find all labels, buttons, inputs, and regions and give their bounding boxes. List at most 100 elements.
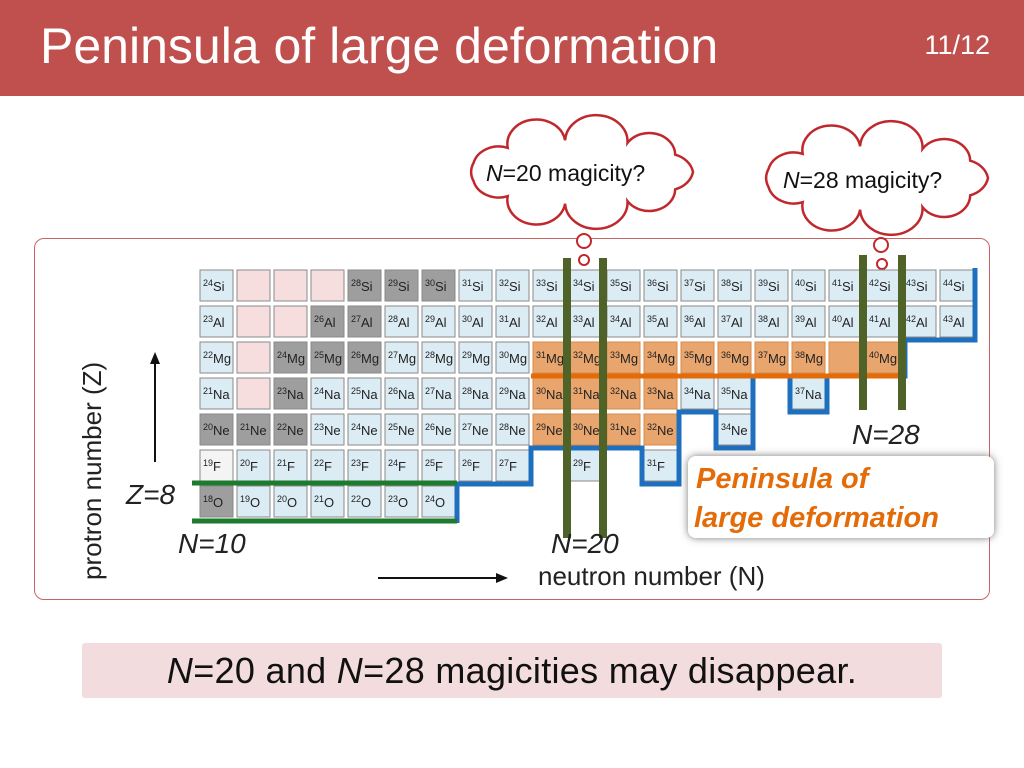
nuclide-cell: [532, 269, 567, 302]
nuclide-cell: [199, 485, 234, 518]
nuclide-cell: [754, 305, 789, 338]
label-n20: N=20: [551, 528, 619, 559]
x-arrow-head: [496, 573, 508, 583]
nuclide-label: 31Na: [573, 386, 600, 402]
cloud-n20: [469, 113, 695, 231]
nuclide-label: 29F: [573, 458, 591, 474]
nuclide-label: 34Si: [573, 278, 595, 294]
nuclide-label: 24O: [425, 494, 445, 510]
nuclide-label: 27Al: [351, 314, 373, 330]
nuclide-label: 30Si: [425, 278, 447, 294]
cloud-n20-outline: [469, 113, 695, 231]
nuclide-cell: [532, 413, 567, 446]
nuclide-cell: [273, 341, 308, 374]
nuclide-cell: [421, 269, 456, 302]
nuclide-label: 30Al: [462, 314, 484, 330]
nuclide-label: 35Na: [721, 386, 748, 402]
nuclide-label: 42Al: [906, 314, 928, 330]
nuclide-label: 38Mg: [795, 350, 823, 366]
conclusion-text: N=20 and N=28 magicities may disappear.: [167, 650, 857, 692]
nuclide-cell: [384, 377, 419, 410]
nuclide-cell: [236, 485, 271, 518]
nuclide-cells: 24Si 28Si 29Si 30Si 31Si 32Si 33Si 34Si 35Si 36Si…: [199, 269, 974, 518]
nuclide-cell: [865, 269, 900, 302]
nuclide-cell: [421, 413, 456, 446]
nuclide-cell: [865, 305, 900, 338]
nuclide-label: 26F: [462, 458, 480, 474]
nuclide-cell: [643, 269, 678, 302]
nuclide-cell: [606, 341, 641, 374]
nuclide-label: 34Al: [610, 314, 632, 330]
nuclide-label: 24Mg: [277, 350, 305, 366]
nuclide-cell: [199, 305, 234, 338]
nuclide-cell: [495, 449, 530, 482]
nuclide-cell: [310, 413, 345, 446]
nuclide-label: 38Al: [758, 314, 780, 330]
nuclide-label: 31Ne: [610, 422, 637, 438]
nuclide-label: 28Si: [351, 278, 373, 294]
nuclide-cell: [236, 377, 271, 410]
nuclide-label: 39Si: [758, 278, 780, 294]
nuclide-label: 32Si: [499, 278, 521, 294]
cloud-n28-outline: [764, 119, 990, 237]
peninsula-label-line2: large deformation: [694, 502, 939, 534]
nuclide-cell: [421, 449, 456, 482]
nuclide-label: 25Mg: [314, 350, 342, 366]
nuclide-label: 25Ne: [388, 422, 415, 438]
nuclide-cell: [347, 305, 382, 338]
nuclide-label: 30Ne: [573, 422, 600, 438]
nuclide-label: 24F: [388, 458, 406, 474]
nuclide-cell: [384, 269, 419, 302]
nuclide-cell: [902, 305, 937, 338]
nuclide-label: 33Si: [536, 278, 558, 294]
nuclide-cell: [717, 413, 752, 446]
nuclide-cell: [347, 269, 382, 302]
nuclide-cell: [421, 485, 456, 518]
nuclide-label: 23Na: [277, 386, 304, 402]
nuclide-cell: [199, 377, 234, 410]
nuclide-label: 36Al: [684, 314, 706, 330]
nuclide-label: 22F: [314, 458, 332, 474]
nuclide-cell: [347, 485, 382, 518]
nuclide-cell: [865, 341, 900, 374]
nuclide-label: 31F: [647, 458, 665, 474]
nuclide-cell: [532, 377, 567, 410]
nuclide-cell: [199, 341, 234, 374]
nuclide-label: 27Na: [425, 386, 452, 402]
nuclide-label: 43Si: [906, 278, 928, 294]
nuclide-label: 32Mg: [573, 350, 601, 366]
nuclide-cell: [495, 413, 530, 446]
nuclide-label: 36Si: [647, 278, 669, 294]
nuclide-label: 22Mg: [203, 350, 231, 366]
nuclide-label: 33Al: [573, 314, 595, 330]
nuclide-cell: [273, 413, 308, 446]
nuclide-label: 34Mg: [647, 350, 675, 366]
nuclide-label: 32Ne: [647, 422, 674, 438]
nuclide-label: 21F: [277, 458, 295, 474]
nuclide-cell: [939, 269, 974, 302]
nuclide-cell: [310, 485, 345, 518]
conclusion-var-2: N: [336, 649, 364, 691]
nuclide-label: 18O: [203, 494, 223, 510]
nuclide-cell: [717, 377, 752, 410]
nuclide-label: 29Al: [425, 314, 447, 330]
nuclide-cell: [236, 449, 271, 482]
nuclide-cell: [939, 305, 974, 338]
nuclide-label: 31Si: [462, 278, 484, 294]
nuclide-label: 34Ne: [721, 422, 748, 438]
nuclide-label: 40Al: [832, 314, 854, 330]
label-n28: N=28: [852, 419, 920, 450]
nuclide-label: 35Si: [610, 278, 632, 294]
nuclide-label: 42Si: [869, 278, 891, 294]
nuclide-label: 28Al: [388, 314, 410, 330]
nuclide-cell: [643, 377, 678, 410]
nuclide-cell: [532, 305, 567, 338]
nuclide-cell: [347, 377, 382, 410]
nuclide-label: 36Mg: [721, 350, 749, 366]
nuclide-cell: [495, 269, 530, 302]
nuclide-label: 30Mg: [499, 350, 527, 366]
nuclide-cell: [236, 341, 271, 374]
nuclide-label: 43Al: [943, 314, 965, 330]
nuclide-cell: [828, 341, 863, 374]
